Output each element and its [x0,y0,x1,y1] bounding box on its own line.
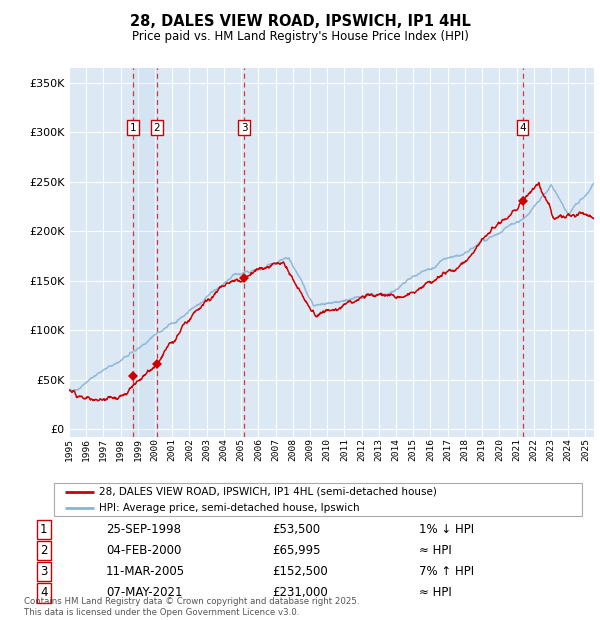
Text: 1998: 1998 [116,438,125,461]
Text: 2018: 2018 [460,438,469,461]
Text: 3: 3 [241,123,248,133]
Text: 4: 4 [40,586,47,599]
Text: £231,000: £231,000 [272,586,328,599]
Text: 2: 2 [40,544,47,557]
Text: 2017: 2017 [443,438,452,461]
Text: 2011: 2011 [340,438,349,461]
Text: 2015: 2015 [409,438,418,461]
Text: 2025: 2025 [581,438,590,461]
Text: 2006: 2006 [254,438,263,461]
Text: 7% ↑ HPI: 7% ↑ HPI [419,565,474,578]
Text: 2007: 2007 [271,438,280,461]
Text: 2016: 2016 [426,438,435,461]
Text: 2002: 2002 [185,438,194,461]
Text: 3: 3 [40,565,47,578]
Text: 2009: 2009 [305,438,314,461]
Text: ≈ HPI: ≈ HPI [419,586,452,599]
Text: 2004: 2004 [220,438,229,461]
Text: 1: 1 [130,123,137,133]
Text: 1995: 1995 [65,438,74,461]
Text: £152,500: £152,500 [272,565,328,578]
Bar [133,68,157,437]
Text: 07-MAY-2021: 07-MAY-2021 [106,586,182,599]
Text: 2010: 2010 [323,438,332,461]
Text: ≈ HPI: ≈ HPI [419,544,452,557]
Text: 2019: 2019 [478,438,487,461]
Text: 2003: 2003 [202,438,211,461]
Text: 2020: 2020 [495,438,504,461]
Text: £65,995: £65,995 [272,544,320,557]
Text: Contains HM Land Registry data © Crown copyright and database right 2025.
This d: Contains HM Land Registry data © Crown c… [24,598,359,617]
Text: 2024: 2024 [563,438,572,461]
Text: 2013: 2013 [374,438,383,461]
Text: 11-MAR-2005: 11-MAR-2005 [106,565,185,578]
Text: 2001: 2001 [168,438,177,461]
Text: 1996: 1996 [82,438,91,461]
Text: 2023: 2023 [547,438,556,461]
Text: 4: 4 [519,123,526,133]
Text: 28, DALES VIEW ROAD, IPSWICH, IP1 4HL: 28, DALES VIEW ROAD, IPSWICH, IP1 4HL [130,14,470,29]
Text: 25-SEP-1998: 25-SEP-1998 [106,523,181,536]
Text: 2000: 2000 [151,438,160,461]
Text: 1: 1 [40,523,47,536]
Text: 2: 2 [154,123,160,133]
Text: 2021: 2021 [512,438,521,461]
Text: 2022: 2022 [529,438,538,461]
Text: Price paid vs. HM Land Registry's House Price Index (HPI): Price paid vs. HM Land Registry's House … [131,30,469,43]
Text: 04-FEB-2000: 04-FEB-2000 [106,544,181,557]
Text: 2014: 2014 [392,438,401,461]
Text: 2008: 2008 [288,438,297,461]
Text: HPI: Average price, semi-detached house, Ipswich: HPI: Average price, semi-detached house,… [99,503,359,513]
Text: £53,500: £53,500 [272,523,320,536]
Text: 2005: 2005 [236,438,245,461]
Text: 2012: 2012 [357,438,366,461]
Text: 1% ↓ HPI: 1% ↓ HPI [419,523,474,536]
Text: 1997: 1997 [99,438,108,461]
FancyBboxPatch shape [54,483,582,516]
Text: 28, DALES VIEW ROAD, IPSWICH, IP1 4HL (semi-detached house): 28, DALES VIEW ROAD, IPSWICH, IP1 4HL (s… [99,487,437,497]
Text: 1999: 1999 [133,438,142,461]
